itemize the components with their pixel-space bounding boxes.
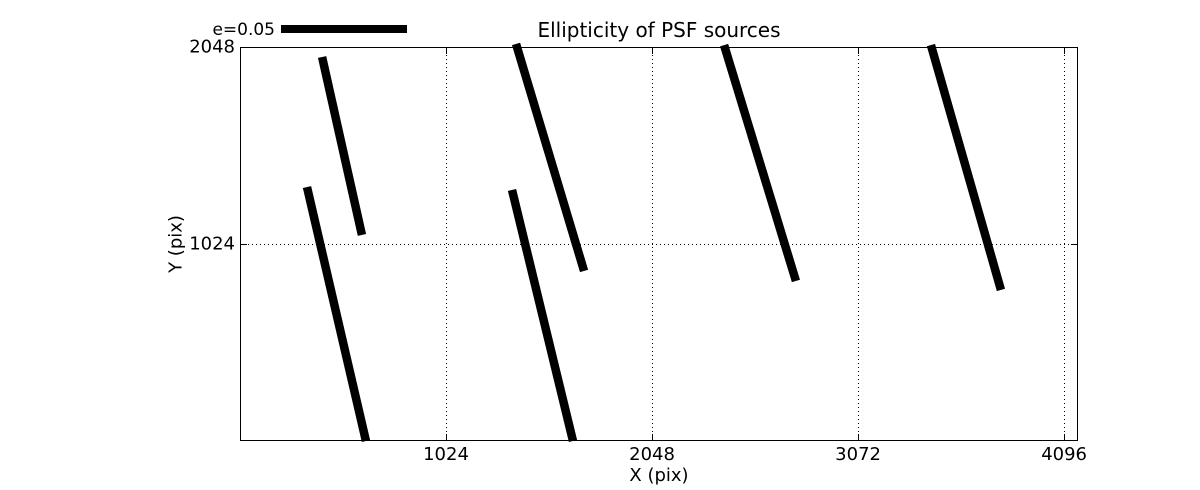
chart-title: Ellipticity of PSF sources bbox=[537, 18, 781, 42]
legend-label: e=0.05 bbox=[212, 20, 275, 40]
ellipticity-whisker-5 bbox=[926, 43, 1006, 292]
plot-canvas bbox=[240, 42, 1078, 443]
ellipticity-whisker-4 bbox=[720, 43, 800, 283]
ellipticity-whisker-0 bbox=[317, 56, 367, 236]
y-tick-label: 1024 bbox=[189, 233, 235, 255]
x-tick-label: 1024 bbox=[423, 444, 469, 465]
ellipticity-whisker-2 bbox=[511, 42, 589, 273]
y-axis-label: Y (pix) bbox=[165, 215, 187, 273]
ellipticity-whisker-1 bbox=[302, 186, 371, 442]
axes-frame bbox=[240, 47, 1078, 441]
legend-key-line bbox=[281, 25, 407, 33]
x-tick-label: 4096 bbox=[1041, 444, 1088, 465]
ellipticity-whisker-3 bbox=[507, 188, 578, 443]
x-tick-label: 3072 bbox=[835, 444, 881, 465]
y-tick-label: 2048 bbox=[189, 36, 235, 58]
x-axis-label: X (pix) bbox=[629, 465, 689, 486]
plot-area bbox=[240, 42, 1078, 443]
x-tick-label: 2048 bbox=[629, 444, 675, 465]
